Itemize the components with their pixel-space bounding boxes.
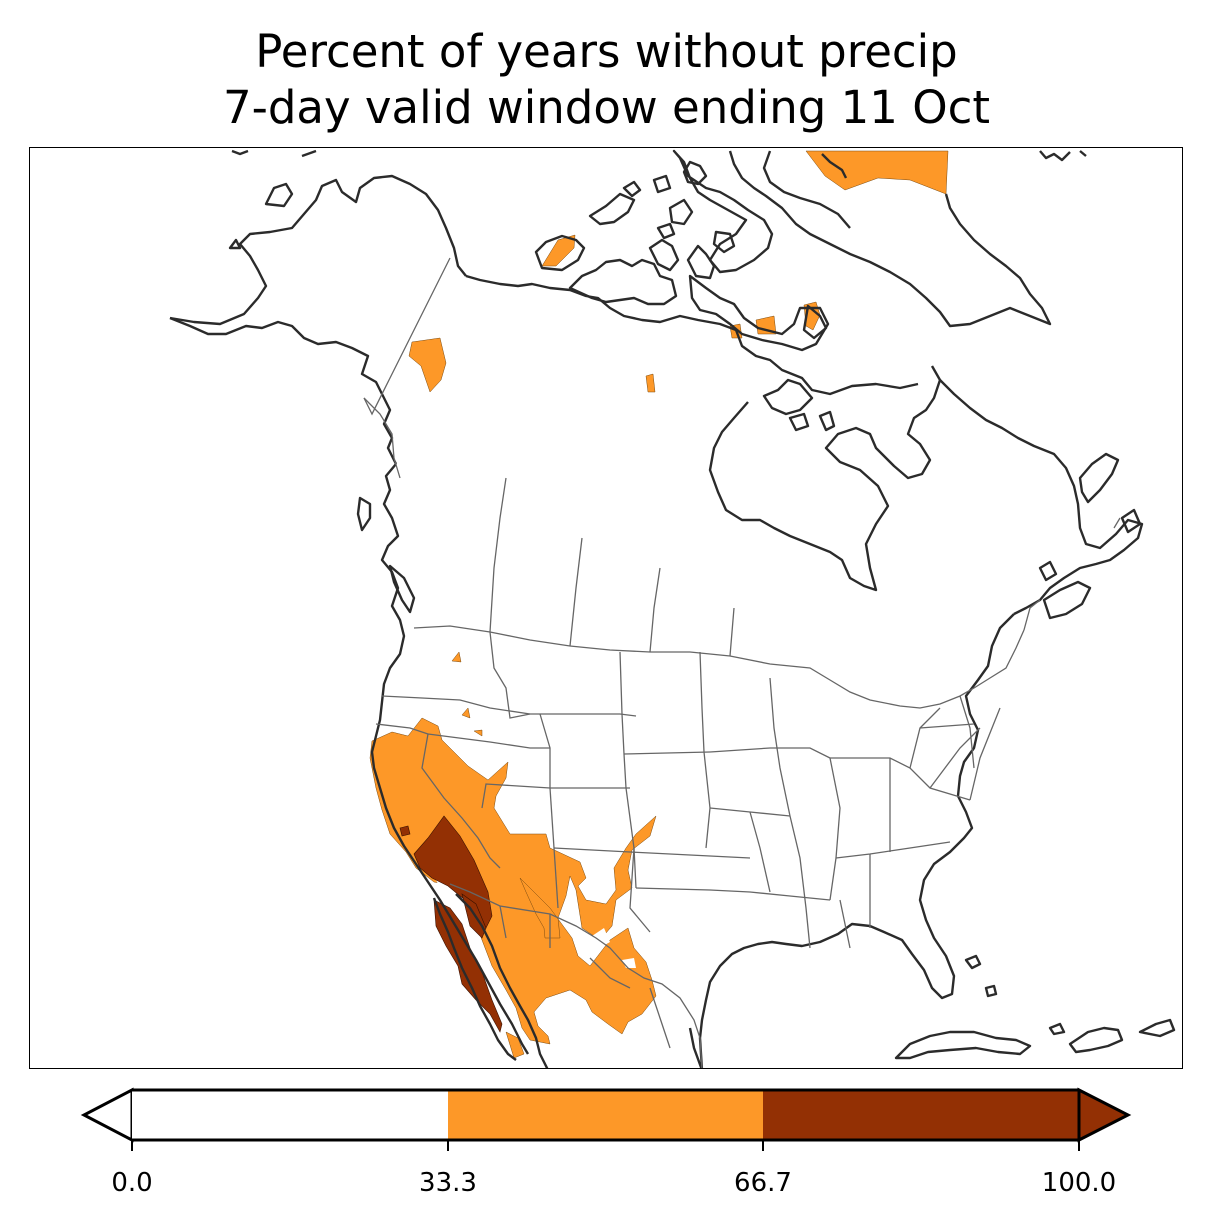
political-borders (363, 257, 1121, 1068)
colorbar-min-extension (80, 1087, 134, 1143)
region-death-valley (413, 815, 493, 929)
mid-bin-regions (369, 150, 949, 1059)
region-patch-idaho (461, 707, 471, 719)
colorbar (80, 1087, 1132, 1151)
region-baja-peninsula (433, 899, 503, 1033)
colorbar-max-extension (1077, 1087, 1132, 1143)
coastlines (169, 149, 1176, 1068)
colorbar-tick-label-3: 100.0 (1041, 1168, 1117, 1198)
colorbar-tick-label-0: 0.0 (111, 1168, 153, 1198)
region-southwest (369, 717, 657, 1045)
region-arctic-island-1 (541, 234, 576, 267)
region-greenland (805, 150, 949, 195)
colorbar-bin-high (763, 1090, 1079, 1140)
region-patch-oregon (451, 651, 462, 663)
map-title-line-2: 7-day valid window ending 11 Oct (222, 81, 991, 134)
region-nwt (645, 373, 656, 393)
colorbar-outline (132, 1088, 1079, 1142)
colorbar-tick-label-2: 66.7 (734, 1168, 792, 1198)
colorbar-tick-label-1: 33.3 (419, 1168, 477, 1198)
region-central-valley-spot (399, 825, 411, 837)
region-yukon (408, 337, 447, 393)
map-title-line-1: Percent of years without precip (255, 25, 958, 78)
colorbar-bin-mid (448, 1090, 763, 1140)
region-patch-idaho2 (473, 729, 483, 737)
map-panel (29, 147, 1183, 1069)
region-baja-tip (505, 1031, 525, 1059)
map-svg (169, 149, 1176, 1068)
colorbar-bin-low (132, 1090, 448, 1140)
